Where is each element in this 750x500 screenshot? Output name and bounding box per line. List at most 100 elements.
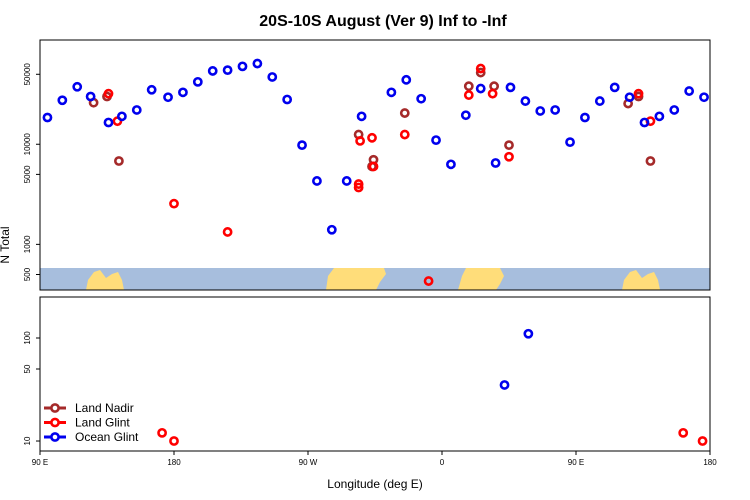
ocean-glint-point bbox=[520, 96, 531, 106]
y-tick-label: 10 bbox=[23, 436, 32, 445]
land-glint-point bbox=[355, 136, 366, 146]
x-tick-label: 90 E bbox=[568, 458, 584, 467]
y-axis-label: N Total bbox=[0, 226, 12, 263]
land-glint-point bbox=[504, 151, 514, 162]
land-glint-point bbox=[487, 88, 498, 99]
lower-panel: 10 50 100 bbox=[23, 296, 711, 452]
land-nadir-point bbox=[399, 108, 410, 118]
ocean-glint-point bbox=[252, 58, 263, 69]
legend-label-land-glint: Land Glint bbox=[75, 416, 130, 430]
ocean-glint-point bbox=[57, 95, 68, 106]
lower-plot-frame bbox=[39, 296, 711, 452]
ocean-glint-point bbox=[460, 110, 471, 121]
ocean-glint-point bbox=[565, 137, 575, 148]
land-glint-point bbox=[399, 129, 410, 140]
ocean-glint-point bbox=[523, 328, 534, 339]
ocean-glint-point bbox=[267, 72, 278, 82]
ocean-glint-point bbox=[505, 82, 516, 93]
x-axis-label: Longitude (deg E) bbox=[327, 477, 422, 491]
ocean-glint-point bbox=[594, 96, 605, 106]
upper-y-axis: 500 1000 5000 10000 50000 bbox=[23, 63, 40, 281]
ocean-glint-point bbox=[312, 176, 322, 186]
ocean-glint-point bbox=[326, 224, 337, 235]
lower-y-axis: 10 50 100 bbox=[23, 331, 40, 445]
land-band-africa bbox=[458, 268, 504, 290]
x-tick-label: 90 E bbox=[32, 458, 48, 467]
ocean-glint-point bbox=[297, 140, 307, 151]
upper-data-points bbox=[42, 58, 709, 286]
ocean-glint-point bbox=[639, 117, 650, 128]
upper-panel: 500 1000 5000 10000 50000 bbox=[23, 39, 711, 291]
legend-marker-ocean-glint bbox=[50, 432, 60, 442]
surface-type-band bbox=[40, 268, 710, 290]
ocean-glint-point bbox=[282, 94, 293, 105]
ocean-glint-point bbox=[116, 111, 127, 122]
y-tick-label: 100 bbox=[23, 331, 32, 345]
ocean-glint-point bbox=[535, 106, 546, 116]
land-nadir-point bbox=[489, 81, 500, 92]
x-tick-label: 180 bbox=[703, 458, 717, 467]
land-band-south-america bbox=[326, 268, 386, 290]
ocean-glint-point bbox=[499, 380, 510, 390]
lower-data-points bbox=[157, 328, 708, 446]
land-glint-point bbox=[103, 88, 114, 99]
land-glint-point bbox=[169, 436, 179, 446]
land-glint-point bbox=[697, 436, 708, 446]
land-glint-point bbox=[367, 132, 377, 143]
land-glint-point bbox=[423, 276, 434, 286]
legend-marker-land-nadir bbox=[50, 403, 60, 413]
legend-marker-land-glint bbox=[50, 417, 60, 428]
ocean-glint-point bbox=[431, 135, 441, 146]
ocean-glint-point bbox=[131, 105, 142, 115]
ocean-glint-point bbox=[446, 159, 456, 170]
y-tick-label: 50 bbox=[23, 364, 32, 373]
ocean-glint-point bbox=[699, 92, 709, 103]
land-glint-point bbox=[353, 182, 364, 193]
land-nadir-point bbox=[463, 81, 474, 92]
chart-title: 20S-10S August (Ver 9) Inf to -Inf bbox=[259, 13, 507, 30]
ocean-glint-point bbox=[72, 81, 83, 92]
land-glint-point bbox=[169, 198, 179, 209]
ocean-glint-point bbox=[609, 82, 620, 93]
ocean-glint-point bbox=[669, 105, 680, 115]
land-band-australia-1 bbox=[86, 270, 124, 290]
ocean-glint-point bbox=[341, 176, 352, 186]
ocean-glint-point bbox=[192, 76, 203, 87]
land-nadir-point bbox=[504, 140, 514, 151]
ocean-glint-point bbox=[103, 117, 114, 128]
land-nadir-point bbox=[645, 156, 656, 166]
land-band-australia-2 bbox=[622, 270, 660, 290]
land-glint-point bbox=[222, 227, 233, 237]
x-tick-label: 0 bbox=[440, 458, 445, 467]
land-glint-point bbox=[368, 161, 379, 172]
legend-label-land-nadir: Land Nadir bbox=[75, 401, 134, 415]
ocean-glint-point bbox=[386, 87, 397, 98]
ocean-glint-point bbox=[356, 111, 367, 122]
ocean-glint-point bbox=[475, 83, 486, 94]
ocean-glint-point bbox=[401, 74, 412, 85]
land-glint-point bbox=[633, 88, 644, 99]
ocean-glint-point bbox=[654, 111, 665, 122]
ocean-glint-point bbox=[146, 84, 157, 95]
upper-plot-frame bbox=[39, 39, 711, 291]
land-glint-point bbox=[475, 63, 486, 74]
x-tick-label: 90 W bbox=[299, 458, 318, 467]
x-axis: 90 E 180 90 W 0 90 E 180 bbox=[32, 451, 717, 467]
land-glint-point bbox=[353, 179, 364, 189]
land-nadir-point bbox=[114, 156, 124, 166]
y-tick-label: 10000 bbox=[23, 133, 32, 156]
y-tick-label: 50000 bbox=[23, 63, 32, 86]
ocean-glint-point bbox=[178, 87, 188, 98]
ocean-glint-point bbox=[85, 91, 96, 102]
y-tick-label: 5000 bbox=[23, 165, 32, 183]
land-glint-point bbox=[678, 427, 689, 438]
ocean-glint-point bbox=[222, 65, 233, 76]
ocean-glint-point bbox=[490, 158, 501, 168]
y-tick-label: 1000 bbox=[23, 235, 32, 253]
ocean-glint-point bbox=[624, 92, 635, 103]
land-glint-point bbox=[157, 427, 167, 438]
y-tick-label: 500 bbox=[23, 267, 32, 281]
ocean-glint-point bbox=[684, 86, 695, 96]
